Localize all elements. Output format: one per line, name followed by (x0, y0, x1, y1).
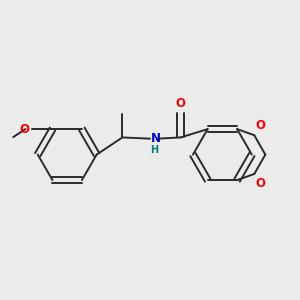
Text: H: H (150, 145, 158, 155)
Text: O: O (176, 97, 186, 110)
Text: O: O (256, 119, 266, 132)
Text: O: O (256, 177, 266, 190)
Text: O: O (19, 123, 29, 136)
Text: N: N (151, 131, 160, 145)
